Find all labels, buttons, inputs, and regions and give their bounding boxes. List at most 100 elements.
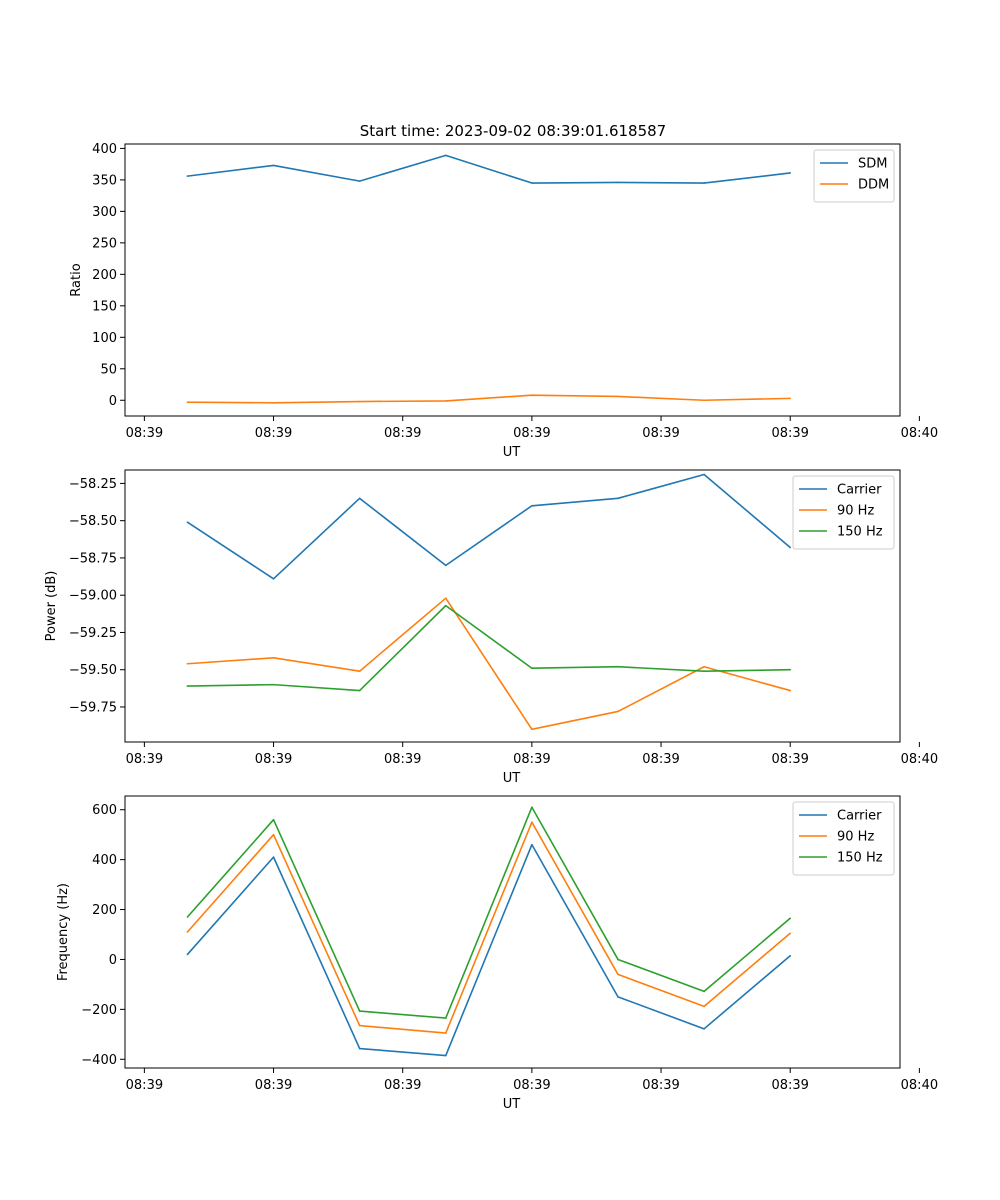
data-point [186,401,189,403]
data-point [703,670,705,673]
data-point [703,665,705,668]
data-point [531,182,533,184]
data-point [444,597,447,599]
legend-label: 90 Hz [837,830,874,845]
data-point [358,1024,361,1027]
data-point [444,400,447,402]
legend-label: DDM [858,178,889,193]
data-point [789,932,792,935]
y-tick-label: 400 [92,853,117,868]
x-tick-label: 08:39 [255,1078,292,1093]
x-tick-label: 08:39 [384,752,421,767]
legend-label: Carrier [837,483,882,498]
y-tick-label: 0 [109,394,117,409]
y-tick-label: 300 [92,205,117,220]
data-point [703,1028,705,1030]
y-tick-label: −58.50 [69,514,117,529]
data-point [186,685,189,687]
data-point [617,996,619,998]
data-point [272,683,275,686]
x-tick-label: 08:39 [771,1078,808,1093]
data-point [358,180,361,182]
y-tick-label: 200 [92,268,117,283]
data-point [272,578,275,580]
y-tick-label: −400 [81,1053,117,1068]
x-tick-label: 08:39 [513,1078,550,1093]
x-tick-label: 08:39 [771,752,808,767]
x-tick-label: 08:39 [255,752,292,767]
x-tick-label: 08:39 [771,426,808,441]
series-line-90-hz [187,597,791,731]
series-line-150-hz [186,806,791,1019]
data-point [789,689,792,692]
y-tick-label: 150 [92,299,117,314]
data-point [186,175,189,177]
data-point [358,400,361,403]
y-axis-label: Ratio [69,263,84,296]
x-tick-label: 08:40 [901,1078,938,1093]
x-tick-label: 08:39 [126,1078,163,1093]
data-point [789,917,792,920]
data-point [444,564,447,567]
data-point [272,164,275,167]
data-point [186,916,189,918]
data-point [358,1010,361,1012]
data-point [358,497,361,500]
data-point [186,953,189,956]
legend-label: 90 Hz [837,504,874,519]
x-tick-label: 08:39 [255,426,292,441]
data-point [789,546,792,549]
data-point [531,728,533,731]
data-point [617,395,619,398]
y-tick-label: −59.00 [69,589,117,604]
legend-label: Carrier [837,809,882,824]
data-point [272,818,275,821]
data-point [358,1047,361,1050]
y-axis-label: Power (dB) [44,571,59,642]
x-tick-label: 08:39 [384,426,421,441]
plot-area-frame [124,469,901,743]
series-line-carrier [186,843,791,1057]
data-point [186,662,189,665]
plot-area-frame [124,143,901,417]
data-point [531,843,533,846]
series-line-150-hz [187,604,791,692]
data-point [444,154,447,157]
legend-label: 150 Hz [837,851,883,866]
plot-area-frame [124,795,901,1069]
data-point [703,990,705,993]
x-tick-label: 08:39 [513,426,550,441]
x-tick-label: 08:39 [642,426,679,441]
data-point [531,806,533,809]
series-line-ddm [187,394,791,404]
series-line-carrier [186,473,791,580]
y-axis-label: Frequency (Hz) [56,883,71,981]
data-point [703,182,705,184]
x-tick-label: 08:39 [642,1078,679,1093]
y-tick-label: 400 [92,142,117,157]
x-tick-label: 08:39 [642,752,679,767]
data-point [531,667,533,670]
data-point [531,394,533,397]
y-tick-label: 200 [92,903,117,918]
x-tick-label: 08:39 [513,752,550,767]
data-point [703,399,705,402]
frequency-panel: 08:39 08:39 08:39 08:39 08:39 08:39 08:40 600 40… [56,795,938,1112]
y-tick-label: −59.25 [69,626,117,641]
data-point [789,172,792,174]
data-point [272,856,275,858]
data-point [617,958,619,961]
legend-label: SDM [858,157,887,172]
data-point [617,665,619,668]
data-point [444,1054,447,1057]
x-tick-label: 08:40 [901,426,938,441]
figure-title: Start time: 2023-09-02 08:39:01.618587 [360,122,666,140]
x-axis-label: UT [503,445,521,460]
ratio-panel: 08:39 08:39 08:39 08:39 08:39 08:39 08:40 0 50 10… [69,142,938,460]
data-point [272,833,275,836]
x-tick-label: 08:39 [384,1078,421,1093]
y-tick-label: 100 [92,331,117,346]
y-tick-label: −58.75 [69,551,117,566]
data-point [531,504,533,507]
